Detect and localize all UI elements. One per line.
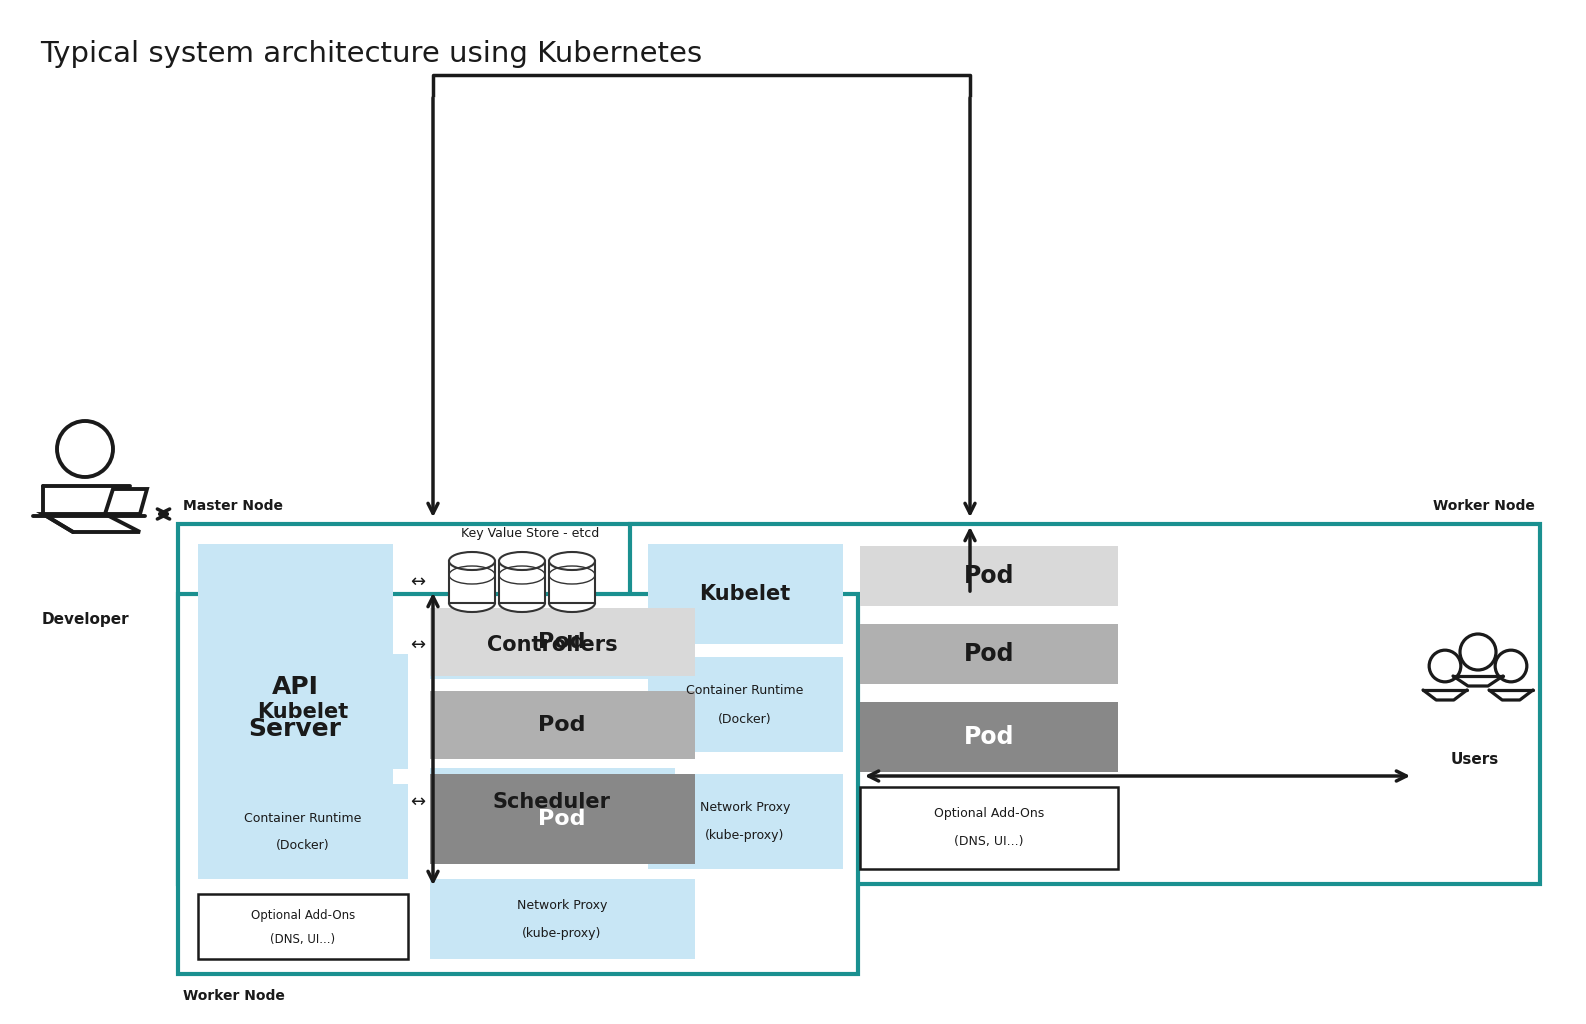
Text: (kube-proxy): (kube-proxy) [706, 829, 785, 843]
Bar [198, 544, 393, 869]
Bar [860, 787, 1118, 869]
Text: Pod: Pod [964, 725, 1015, 749]
Bar [198, 784, 408, 879]
Text: ↔: ↔ [411, 793, 425, 811]
Bar [630, 524, 1540, 884]
Bar [449, 561, 495, 603]
Text: Optional Add-Ons: Optional Add-Ons [934, 808, 1044, 820]
Ellipse shape [449, 594, 495, 612]
Bar [430, 691, 695, 759]
Text: Users: Users [1451, 752, 1499, 767]
Bar [860, 702, 1118, 772]
Text: Pod: Pod [964, 642, 1015, 666]
Text: (Docker): (Docker) [718, 713, 772, 725]
Text: Pod: Pod [964, 564, 1015, 588]
Text: Key Value Store - etcd: Key Value Store - etcd [462, 527, 600, 541]
Bar [198, 654, 408, 769]
Text: Controllers: Controllers [487, 635, 617, 655]
Text: Container Runtime: Container Runtime [687, 684, 804, 697]
Text: Container Runtime: Container Runtime [244, 811, 362, 824]
Bar [430, 611, 676, 679]
Bar [860, 546, 1118, 606]
Text: Typical system architecture using Kubernetes: Typical system architecture using Kubern… [40, 40, 703, 68]
Text: Pod: Pod [538, 632, 585, 652]
Bar [649, 657, 844, 752]
Bar [178, 524, 688, 884]
Text: Network Proxy: Network Proxy [517, 898, 607, 911]
Text: Developer: Developer [41, 612, 128, 627]
Text: Scheduler: Scheduler [493, 792, 611, 812]
Text: Master Node: Master Node [182, 499, 282, 513]
Bar [430, 768, 676, 836]
Text: Pod: Pod [538, 809, 585, 829]
Text: (DNS, UI...): (DNS, UI...) [271, 933, 336, 945]
Bar [178, 594, 858, 974]
Bar [198, 894, 408, 959]
Text: (DNS, UI...): (DNS, UI...) [955, 836, 1023, 849]
Ellipse shape [500, 552, 546, 570]
Text: Kubelet: Kubelet [257, 702, 349, 722]
Bar [649, 774, 844, 869]
Bar [549, 561, 595, 603]
Text: Network Proxy: Network Proxy [699, 802, 790, 814]
Ellipse shape [549, 552, 595, 570]
Ellipse shape [549, 594, 595, 612]
Text: API: API [271, 675, 319, 699]
Bar [430, 879, 695, 959]
Bar [649, 544, 844, 644]
Bar [860, 624, 1118, 684]
Bar [430, 774, 695, 864]
Text: ↔: ↔ [411, 573, 425, 591]
Text: (kube-proxy): (kube-proxy) [522, 927, 601, 939]
Text: Worker Node: Worker Node [182, 989, 285, 1002]
Text: Optional Add-Ons: Optional Add-Ons [251, 908, 355, 922]
Ellipse shape [500, 594, 546, 612]
Ellipse shape [449, 552, 495, 570]
Text: ↔: ↔ [411, 636, 425, 654]
Bar [430, 608, 695, 676]
Text: (Docker): (Docker) [276, 840, 330, 853]
Text: Worker Node: Worker Node [1434, 499, 1535, 513]
Text: Server: Server [249, 717, 341, 741]
Text: Pod: Pod [538, 715, 585, 735]
Bar [500, 561, 546, 603]
Text: Kubelet: Kubelet [699, 584, 791, 604]
